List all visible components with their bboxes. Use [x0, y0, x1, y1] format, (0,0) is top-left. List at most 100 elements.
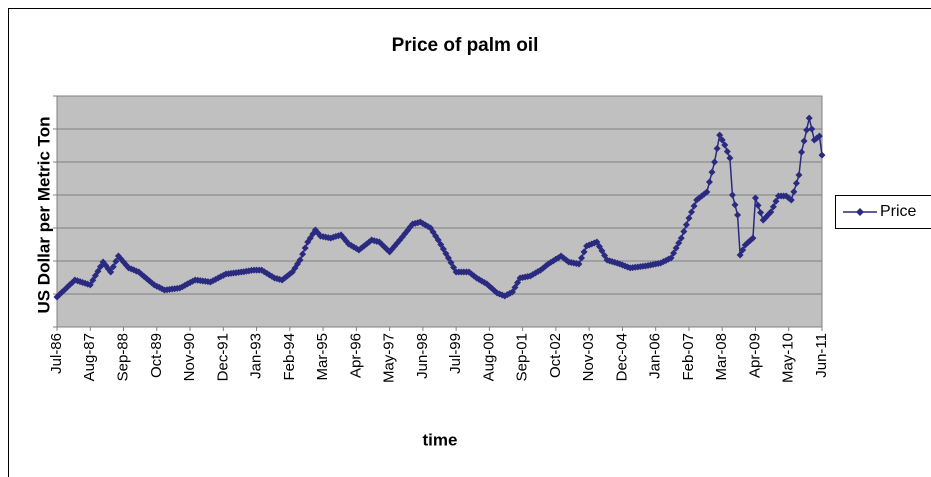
data-point — [787, 196, 795, 204]
data-point — [439, 245, 447, 253]
data-point — [803, 126, 811, 134]
x-tick-label: Mar-08 — [713, 333, 730, 381]
data-point — [818, 151, 826, 159]
data-point — [301, 244, 309, 252]
legend: Price — [835, 195, 931, 229]
data-point — [94, 267, 102, 275]
legend-marker — [856, 208, 864, 216]
data-point — [703, 188, 711, 196]
legend-label: Price — [880, 203, 917, 220]
data-point — [723, 147, 731, 155]
plot-area — [56, 95, 823, 328]
data-point — [434, 236, 442, 244]
x-tick-label: Nov-03 — [580, 333, 597, 381]
data-point — [711, 158, 719, 166]
data-point — [672, 244, 680, 252]
data-point — [511, 283, 519, 291]
x-tick-label: Feb-94 — [281, 333, 298, 381]
y-axis-label: US Dollar per Metric Ton — [34, 116, 53, 313]
data-point — [757, 209, 765, 217]
data-point — [790, 188, 798, 196]
data-point — [86, 281, 94, 289]
x-tick-label: Apr-09 — [746, 333, 763, 378]
data-point — [670, 249, 678, 257]
data-point — [708, 168, 716, 176]
data-point — [726, 154, 734, 162]
data-point — [514, 279, 522, 287]
x-tick-label: Sep-01 — [514, 333, 531, 381]
x-tick-label: Feb-07 — [680, 333, 697, 381]
data-point — [685, 214, 693, 222]
data-point — [508, 288, 516, 296]
data-point — [444, 254, 452, 262]
data-point — [580, 248, 588, 256]
data-point — [749, 234, 757, 242]
x-tick-label: Aug-00 — [480, 333, 497, 381]
data-point — [734, 211, 742, 219]
data-point — [554, 254, 562, 262]
data-point — [736, 251, 744, 259]
data-point — [109, 263, 117, 271]
x-tick-label: Jun-11 — [813, 333, 830, 378]
data-point — [795, 171, 803, 179]
data-point — [800, 137, 808, 145]
data-point — [680, 227, 688, 235]
data-point — [767, 208, 775, 216]
data-point — [667, 254, 675, 262]
data-point — [506, 289, 514, 297]
data-point — [688, 208, 696, 216]
x-tick-label: Sep-88 — [114, 333, 131, 381]
data-point — [751, 194, 759, 202]
data-point — [713, 144, 721, 152]
data-point — [739, 246, 747, 254]
data-point — [718, 136, 726, 144]
data-point — [769, 203, 777, 211]
x-tick-label: Dec-04 — [613, 333, 630, 381]
data-point — [442, 250, 450, 258]
data-point — [808, 125, 816, 133]
data-point — [450, 263, 458, 271]
x-tick-label: Jun-98 — [414, 333, 431, 379]
data-point — [675, 239, 683, 247]
x-tick-label: Jan-06 — [647, 333, 664, 379]
data-point — [731, 201, 739, 209]
x-tick-label: Jul-99 — [447, 333, 464, 374]
x-tick-label: Jan-93 — [248, 333, 265, 379]
x-tick-label: Jul-86 — [48, 333, 65, 374]
data-point — [595, 242, 603, 250]
data-point — [815, 132, 823, 140]
x-tick-label: Aug-87 — [81, 333, 98, 381]
data-point — [447, 259, 455, 267]
x-tick-label: Oct-02 — [547, 333, 564, 378]
x-tick-label: Apr-96 — [347, 333, 364, 378]
data-point — [593, 238, 601, 246]
data-point — [112, 257, 120, 265]
data-point — [107, 268, 115, 276]
data-point — [601, 252, 609, 260]
data-point — [299, 250, 307, 258]
data-point — [89, 276, 97, 284]
x-tick-label: Dec-91 — [214, 333, 231, 381]
chart-title: Price of palm oil — [392, 35, 539, 56]
data-point — [677, 234, 685, 242]
data-point — [716, 131, 724, 139]
x-tick-label: May-97 — [381, 333, 398, 383]
data-point — [296, 256, 304, 264]
data-point — [96, 263, 104, 271]
data-point — [705, 178, 713, 186]
data-point — [91, 272, 99, 280]
data-point — [772, 197, 780, 205]
x-tick-label: Mar-95 — [314, 333, 331, 381]
x-tick-label: Oct-89 — [148, 333, 165, 378]
x-tick-label: Nov-90 — [181, 333, 198, 381]
data-point — [598, 247, 606, 255]
data-point — [437, 241, 445, 248]
data-point — [728, 191, 736, 199]
data-point — [792, 179, 800, 187]
data-point — [721, 141, 729, 149]
data-point — [682, 221, 690, 229]
data-point — [798, 148, 806, 156]
x-axis-label: time — [423, 430, 458, 449]
x-tick-label: May-10 — [780, 333, 797, 383]
